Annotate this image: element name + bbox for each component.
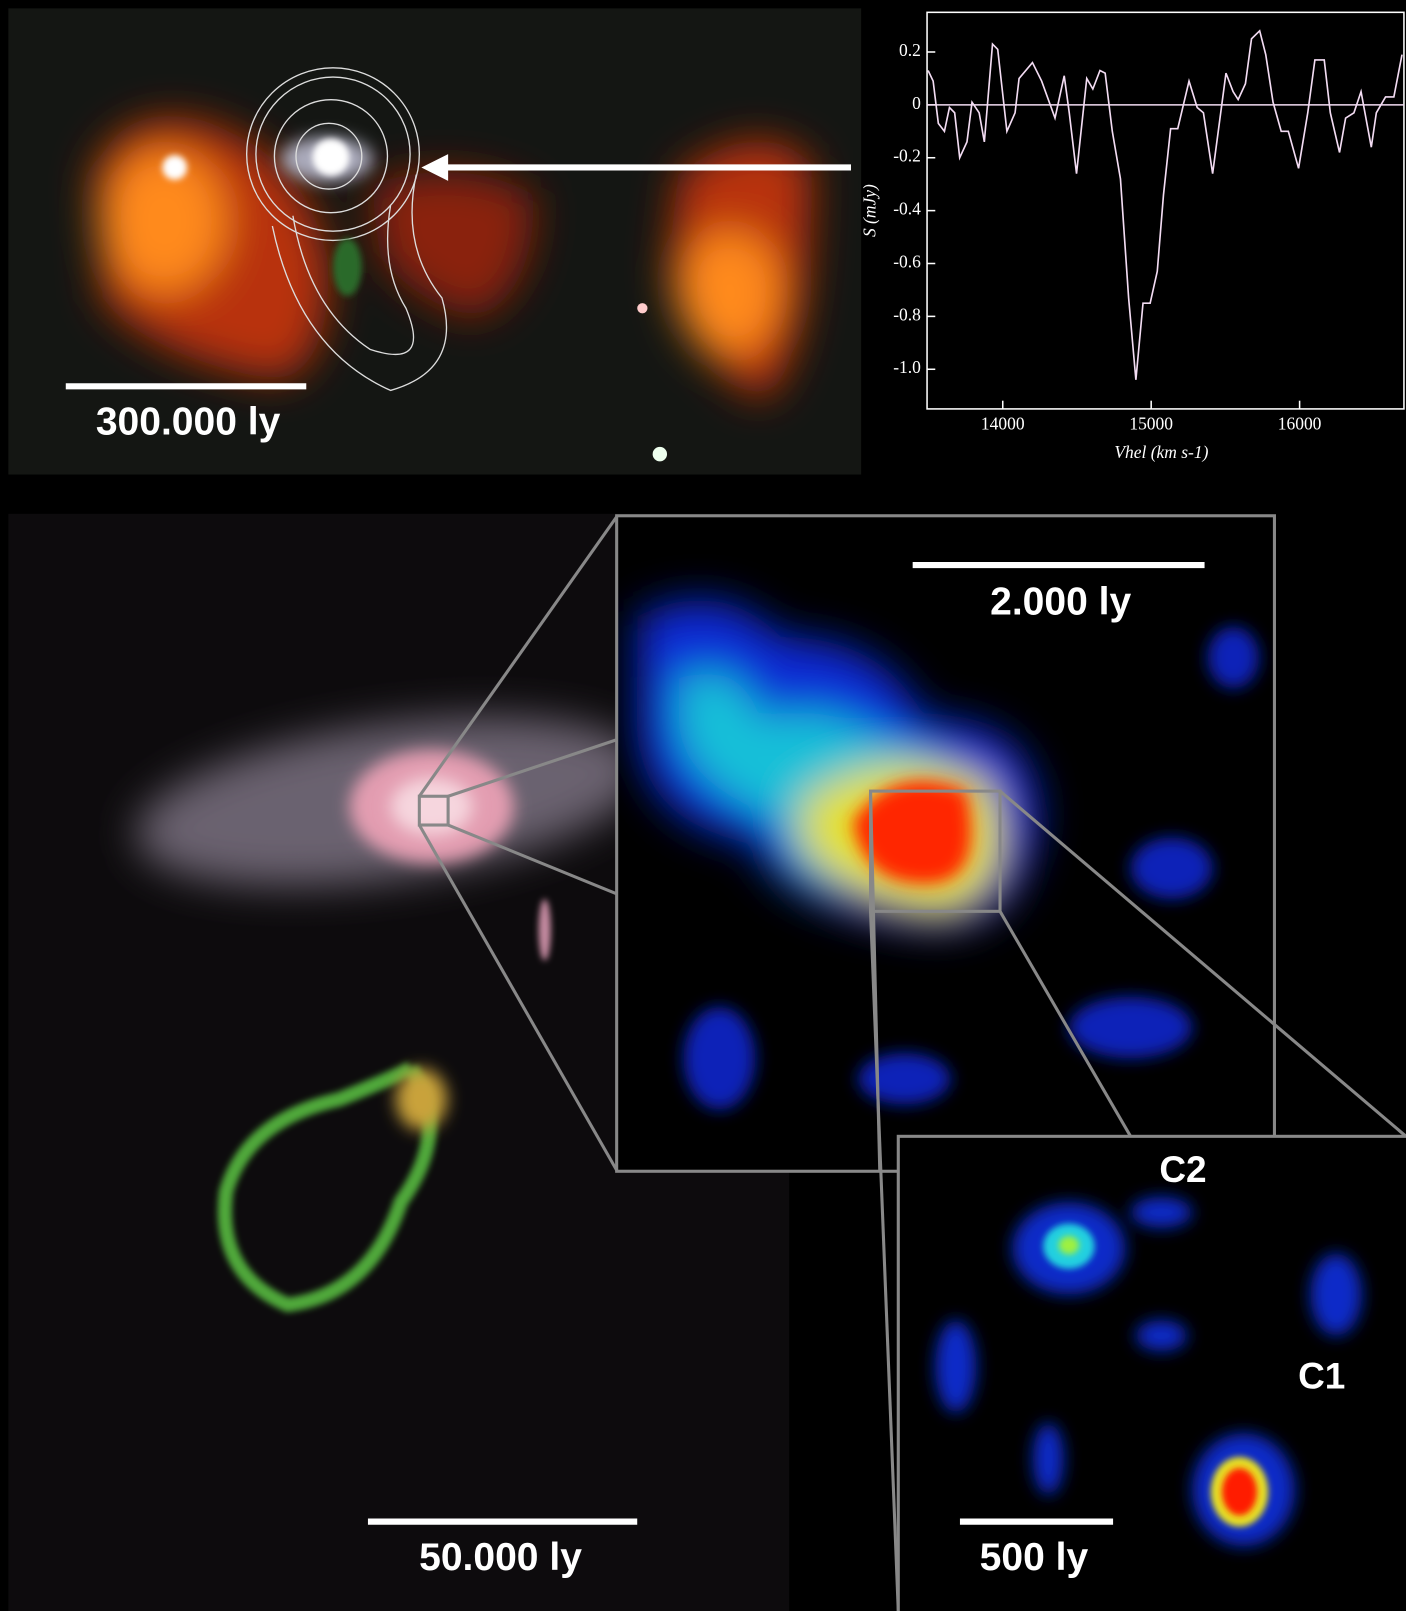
co-zoom-map — [898, 1136, 1406, 1611]
spectrum-chart: Vhel (km s-1) S (mJy) 0.2 0 -0.2 -0.4 -0.6 -0… — [860, 11, 1405, 462]
co-map — [617, 516, 1274, 1171]
scale-label: 300.000 ly — [96, 401, 281, 444]
y-tick-label: -0.8 — [893, 304, 921, 324]
zoom-connectors — [868, 789, 1406, 1611]
component-label: C1 — [1298, 1356, 1345, 1397]
scale-label: 500 ly — [980, 1536, 1089, 1579]
y-tick-label: -0.4 — [893, 199, 921, 219]
y-tick-label: -0.6 — [893, 252, 921, 272]
x-axis-title: Vhel (km s-1) — [1114, 442, 1208, 462]
x-tick-label: 14000 — [981, 413, 1025, 433]
scale-label: 2.000 ly — [990, 580, 1131, 623]
component-label: C2 — [1159, 1149, 1206, 1190]
scale-label: 50.000 ly — [419, 1536, 582, 1579]
zoom-connectors — [417, 515, 619, 1171]
x-tick-label: 16000 — [1278, 413, 1322, 433]
y-tick-label: -1.0 — [893, 357, 921, 377]
x-tick-label: 15000 — [1129, 413, 1173, 433]
y-tick-label: -0.2 — [893, 146, 921, 166]
spectrum-line — [927, 29, 1403, 380]
y-tick-label: 0 — [912, 93, 921, 113]
y-tick-label: 0.2 — [899, 40, 921, 60]
y-axis-title: S (mJy) — [860, 184, 880, 237]
radio-image — [8, 8, 862, 475]
plot-frame — [926, 11, 1405, 410]
